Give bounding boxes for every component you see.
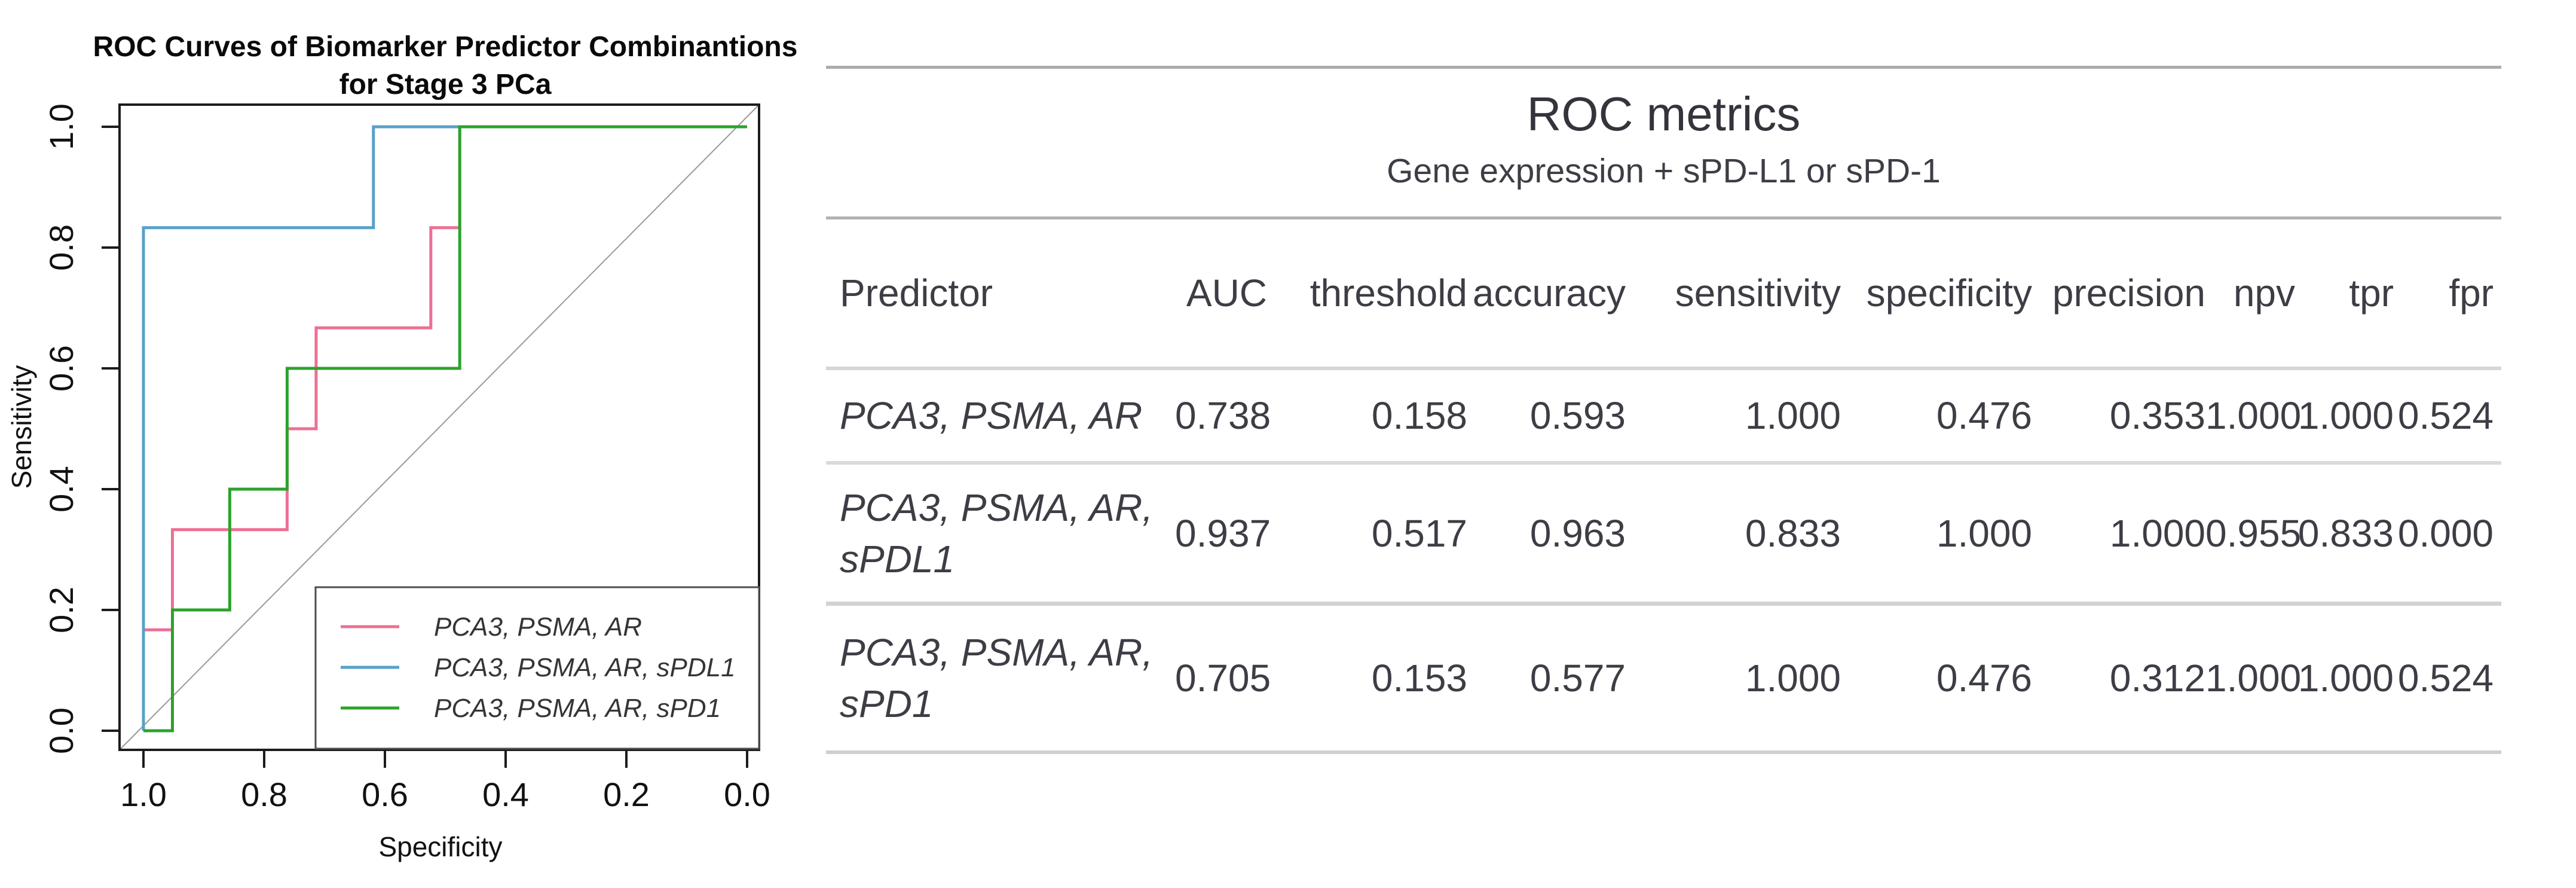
table-header-row: Predictor AUC threshold accuracy sensiti… <box>826 219 2501 370</box>
column-header-predictor: Predictor <box>840 271 993 315</box>
x-tick-label: 1.0 <box>120 776 167 813</box>
roc-curves-group <box>142 125 747 733</box>
legend-label-pca3-psma-ar-spdl1: PCA3, PSMA, AR, sPDL1 <box>434 653 736 682</box>
plot-box <box>118 103 760 751</box>
value-tpr: 0.833 <box>2297 511 2394 555</box>
roc-curve-pca3-psma-ar-spd1 <box>143 125 747 733</box>
x-tick-label: 0.8 <box>241 776 287 813</box>
table-subtitle: Gene expression + sPD-L1 or sPD-1 <box>1387 152 1941 190</box>
x-tick-label: 0.2 <box>603 776 650 813</box>
value-precision: 0.353 <box>2109 394 2205 437</box>
value-sensitivity: 0.833 <box>1745 511 1841 555</box>
predictor-line: sPD1 <box>840 682 934 725</box>
value-fpr: 0.524 <box>2397 394 2494 437</box>
value-auc: 0.937 <box>1175 511 1271 555</box>
value-accuracy: 0.593 <box>1529 394 1626 437</box>
value-specificity: 0.476 <box>1936 657 2032 700</box>
predictor-line: PCA3, PSMA, AR, <box>840 486 1153 529</box>
predictor-line: PCA3, PSMA, AR, <box>840 631 1153 674</box>
y-tick-label: 0.0 <box>42 707 80 754</box>
value-npv: 0.955 <box>2205 511 2302 555</box>
value-specificity: 0.476 <box>1936 394 2032 437</box>
plot-title-line1: ROC Curves of Biomarker Predictor Combin… <box>93 31 798 63</box>
column-header-tpr: tpr <box>2349 271 2394 315</box>
value-tpr: 1.000 <box>2297 657 2394 700</box>
column-header-auc: AUC <box>1186 271 1267 315</box>
roc-plot: ROC Curves of Biomarker Predictor Combin… <box>6 31 798 862</box>
predictor-cell: PCA3, PSMA, AR, sPD1 <box>826 627 1175 730</box>
x-tick-label: 0.0 <box>724 776 770 813</box>
axis-ticks-group: 1.0 0.8 0.6 0.4 0.2 0.0 0.0 0.2 0.4 0.6 0.8 1.0 <box>42 103 770 813</box>
y-tick-label: 0.8 <box>42 224 80 271</box>
column-header-accuracy: accuracy <box>1472 271 1626 315</box>
value-threshold: 0.153 <box>1371 657 1467 700</box>
value-accuracy: 0.577 <box>1529 657 1626 700</box>
predictor-cell: PCA3, PSMA, AR, sPDL1 <box>826 482 1175 585</box>
y-tick-label: 1.0 <box>42 103 80 150</box>
column-header-precision: precision <box>2052 271 2205 315</box>
value-sensitivity: 1.000 <box>1745 394 1841 437</box>
value-fpr: 0.000 <box>2397 511 2494 555</box>
predictor-line: PCA3, PSMA, AR <box>840 394 1143 437</box>
value-npv: 1.000 <box>2205 394 2302 437</box>
roc-metrics-table: ROC metrics Gene expression + sPD-L1 or … <box>826 66 2501 754</box>
value-auc: 0.738 <box>1175 394 1271 437</box>
value-threshold: 0.517 <box>1371 511 1467 555</box>
column-header-specificity: specificity <box>1866 271 2032 315</box>
predictor-cell: PCA3, PSMA, AR <box>826 390 1175 441</box>
legend: PCA3, PSMA, AR PCA3, PSMA, AR, sPDL1 PCA… <box>314 586 760 750</box>
diagonal-reference-line <box>119 104 760 750</box>
table-row: PCA3, PSMA, AR, sPDL1 0.937 0.517 0.963 … <box>826 465 2501 606</box>
table-title: ROC metrics <box>1526 87 1801 141</box>
column-header-threshold: threshold <box>1310 271 1467 315</box>
predictor-line: sPDL1 <box>840 537 955 581</box>
value-npv: 1.000 <box>2205 657 2302 700</box>
value-specificity: 1.000 <box>1936 511 2032 555</box>
column-header-npv: npv <box>2233 271 2295 315</box>
value-sensitivity: 1.000 <box>1745 657 1841 700</box>
plot-title-line2: for Stage 3 PCa <box>339 69 552 100</box>
y-axis-label: Sensitivity <box>6 365 37 489</box>
legend-label-pca3-psma-ar: PCA3, PSMA, AR <box>434 612 642 642</box>
table-title-block: ROC metrics Gene expression + sPD-L1 or … <box>826 69 2501 219</box>
column-header-sensitivity: sensitivity <box>1675 271 1841 315</box>
legend-label-pca3-psma-ar-spd1: PCA3, PSMA, AR, sPD1 <box>434 694 721 723</box>
value-tpr: 1.000 <box>2297 394 2394 437</box>
x-tick-label: 0.6 <box>362 776 408 813</box>
value-fpr: 0.524 <box>2397 657 2494 700</box>
value-precision: 0.312 <box>2109 657 2205 700</box>
table-row: PCA3, PSMA, AR 0.738 0.158 0.593 1.000 0… <box>826 370 2501 465</box>
value-threshold: 0.158 <box>1371 394 1467 437</box>
column-header-fpr: fpr <box>2449 271 2494 315</box>
table-row: PCA3, PSMA, AR, sPD1 0.705 0.153 0.577 1… <box>826 606 2501 754</box>
y-tick-label: 0.4 <box>42 466 80 512</box>
value-accuracy: 0.963 <box>1529 511 1626 555</box>
y-tick-label: 0.2 <box>42 587 80 633</box>
x-tick-label: 0.4 <box>482 776 529 813</box>
x-axis-label: Specificity <box>378 831 502 862</box>
value-precision: 1.000 <box>2109 511 2205 555</box>
y-tick-label: 0.6 <box>42 345 80 392</box>
value-auc: 0.705 <box>1175 657 1271 700</box>
